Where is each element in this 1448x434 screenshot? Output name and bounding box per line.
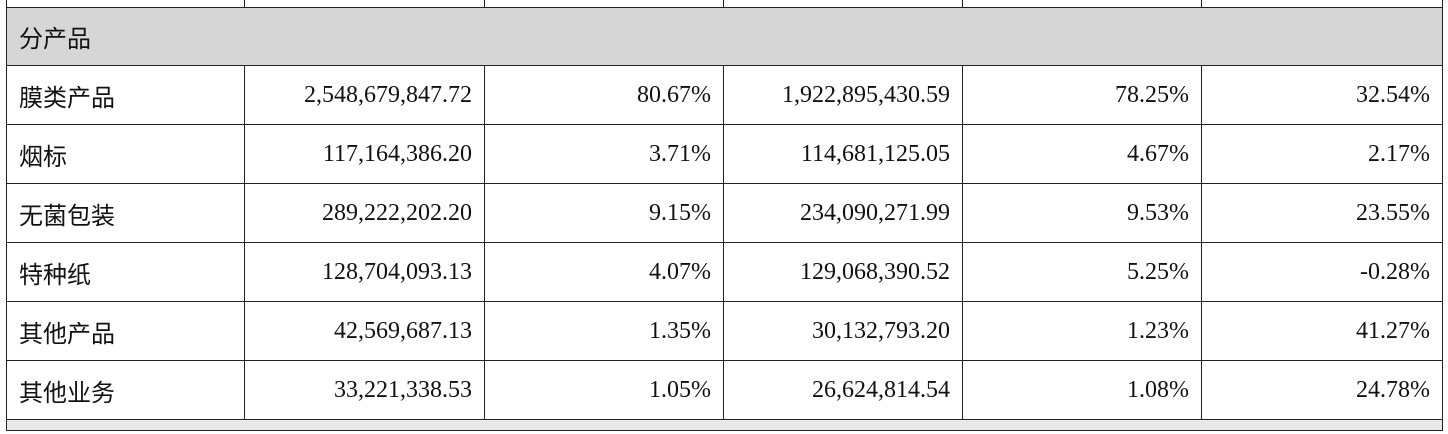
table-cell: -0.28% (1201, 242, 1443, 302)
table-cell: 2.17% (1201, 124, 1443, 184)
table-cell: 24.78% (1201, 360, 1443, 420)
table-cell: 33,221,338.53 (244, 360, 485, 420)
table-cell: 9.53% (962, 183, 1202, 243)
table-cell: 1.35% (484, 301, 724, 361)
section-header-row: 分产品 (6, 7, 1443, 66)
row-label: 无菌包装 (6, 183, 245, 243)
table-cell (484, 0, 724, 8)
table-cell (6, 0, 245, 8)
table-cell: 23.55% (1201, 183, 1443, 243)
table-cell: 1.08% (962, 360, 1202, 420)
table-cell: 289,222,202.20 (244, 183, 485, 243)
table-cell: 117,164,386.20 (244, 124, 485, 184)
row-label: 特种纸 (6, 242, 245, 302)
table-cell: 32.54% (1201, 65, 1443, 125)
row-label: 其他业务 (6, 360, 245, 420)
row-label: 膜类产品 (6, 65, 245, 125)
row-label: 其他产品 (6, 301, 245, 361)
table-row: 其他业务 33,221,338.53 1.05% 26,624,814.54 1… (6, 360, 1443, 420)
table-row: 特种纸 128,704,093.13 4.07% 129,068,390.52 … (6, 242, 1443, 302)
table-cell: 3.71% (484, 124, 724, 184)
table-cell (962, 0, 1202, 8)
table-cell (723, 0, 963, 8)
row-label: 烟标 (6, 124, 245, 184)
table-cell: 2,548,679,847.72 (244, 65, 485, 125)
table-cell: 1,922,895,430.59 (723, 65, 963, 125)
table-cell: 1.23% (962, 301, 1202, 361)
table-cell: 80.67% (484, 65, 724, 125)
table-cell: 41.27% (1201, 301, 1443, 361)
table-cell (6, 419, 1443, 431)
table-cell: 129,068,390.52 (723, 242, 963, 302)
table-cell: 42,569,687.13 (244, 301, 485, 361)
table-top-stub-row (6, 0, 1443, 8)
revenue-by-product-table: 分产品 膜类产品 2,548,679,847.72 80.67% 1,922,8… (6, 0, 1443, 431)
table-bottom-stub-row (6, 419, 1443, 431)
table-cell: 9.15% (484, 183, 724, 243)
table-cell: 78.25% (962, 65, 1202, 125)
table-row: 其他产品 42,569,687.13 1.35% 30,132,793.20 1… (6, 301, 1443, 361)
table-cell: 114,681,125.05 (723, 124, 963, 184)
table-cell (244, 0, 485, 8)
table-row: 无菌包装 289,222,202.20 9.15% 234,090,271.99… (6, 183, 1443, 243)
table-cell: 128,704,093.13 (244, 242, 485, 302)
table-cell: 4.67% (962, 124, 1202, 184)
table-cell: 4.07% (484, 242, 724, 302)
table-cell: 26,624,814.54 (723, 360, 963, 420)
table-row: 烟标 117,164,386.20 3.71% 114,681,125.05 4… (6, 124, 1443, 184)
table-cell: 5.25% (962, 242, 1202, 302)
table-cell (1201, 0, 1443, 8)
table-cell: 234,090,271.99 (723, 183, 963, 243)
section-title: 分产品 (6, 7, 1443, 66)
table-row: 膜类产品 2,548,679,847.72 80.67% 1,922,895,4… (6, 65, 1443, 125)
table-cell: 1.05% (484, 360, 724, 420)
table-cell: 30,132,793.20 (723, 301, 963, 361)
